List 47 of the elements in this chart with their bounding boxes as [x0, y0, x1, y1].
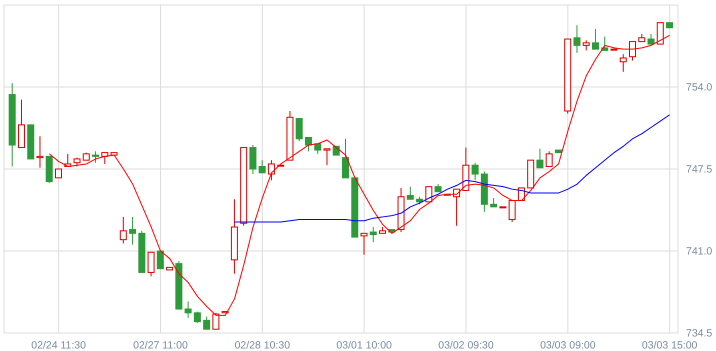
x-tick-label: 03/03 09:00	[540, 339, 596, 351]
candlestick	[370, 226, 377, 243]
candlestick	[296, 118, 303, 142]
candlestick	[536, 148, 544, 168]
candlestick	[36, 136, 44, 168]
candlestick	[194, 311, 201, 324]
candlestick	[184, 300, 192, 318]
candlestick	[582, 40, 590, 51]
y-tick-label: 747.5	[686, 164, 712, 176]
x-tick-label: 02/28 10:30	[234, 339, 290, 351]
x-tick-label: 03/03 15:00	[642, 339, 698, 351]
y-tick-label: 734.5	[686, 328, 712, 340]
candlestick	[212, 312, 220, 330]
candlestick	[425, 186, 432, 202]
candlestick	[656, 22, 664, 45]
line-series	[48, 34, 670, 316]
y-tick-label: 754.0	[686, 82, 712, 94]
candlestick	[629, 41, 636, 62]
x-tick-label: 03/01 10:00	[336, 339, 392, 351]
candlestick	[323, 148, 330, 166]
candlestick	[304, 136, 312, 152]
candlestick	[620, 54, 627, 72]
candlestick	[258, 160, 266, 174]
candlestick	[129, 216, 136, 246]
candlestick	[406, 186, 414, 200]
candlestick	[592, 28, 599, 50]
x-tick-label: 03/02 09:30	[438, 339, 494, 351]
candlestick	[453, 188, 460, 226]
candlestick	[360, 232, 368, 256]
x-tick-label: 02/24 11:30	[31, 339, 86, 351]
candlestick	[120, 216, 127, 244]
y-tick-label: 741.0	[686, 246, 712, 258]
candlestick	[148, 252, 155, 277]
candlestick	[546, 150, 553, 167]
candlestick	[249, 144, 256, 175]
candlestick	[268, 160, 275, 181]
line-series	[234, 114, 670, 222]
x-tick-label: 02/27 11:00	[133, 339, 188, 351]
candlestick	[648, 34, 655, 45]
candlestick	[18, 99, 25, 148]
candlestick	[92, 150, 100, 164]
candlestick	[508, 200, 516, 222]
candlestick	[573, 24, 580, 54]
candlestick	[203, 316, 210, 330]
candlestick	[156, 250, 164, 270]
candlestick	[472, 162, 479, 181]
candlestick	[342, 138, 349, 178]
